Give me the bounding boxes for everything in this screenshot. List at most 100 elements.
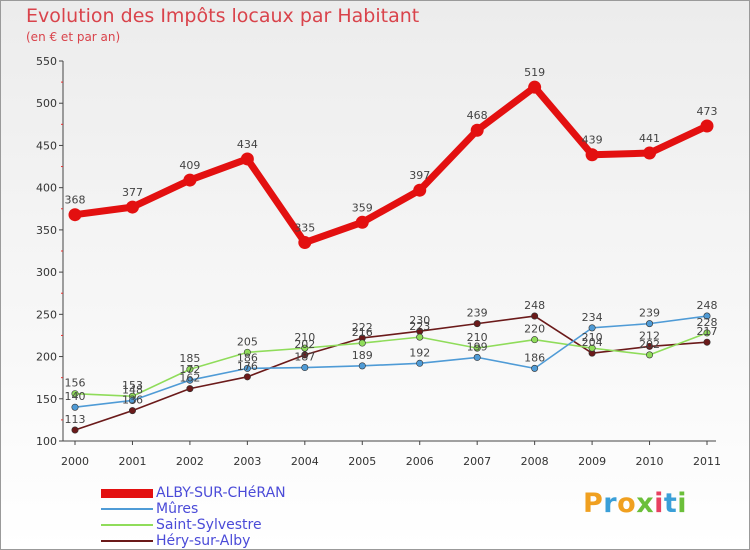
data-label: 156 — [65, 377, 86, 390]
data-point — [528, 80, 542, 94]
data-label: 148 — [122, 383, 143, 396]
y-tick-label: 550 — [36, 55, 57, 68]
data-point — [125, 200, 139, 214]
data-point — [473, 344, 481, 352]
legend-swatch — [101, 524, 153, 526]
data-point — [531, 312, 539, 320]
data-point — [68, 208, 82, 222]
data-label: 217 — [697, 325, 718, 338]
data-label: 228 — [697, 316, 718, 329]
x-tick-label: 2005 — [348, 455, 376, 468]
series-line-1 — [74, 315, 708, 409]
data-label: 230 — [409, 314, 430, 327]
x-tick-label: 2000 — [61, 455, 89, 468]
logo-letter: t — [663, 488, 678, 519]
data-label: 239 — [639, 307, 660, 320]
data-label: 189 — [352, 349, 373, 362]
y-tick-label: 300 — [36, 266, 57, 279]
data-point — [301, 344, 309, 352]
x-tick-label: 2004 — [291, 455, 319, 468]
data-point — [71, 426, 79, 434]
data-label: 187 — [294, 351, 315, 364]
data-point — [301, 364, 309, 372]
data-label: 162 — [179, 372, 200, 385]
data-point — [703, 338, 711, 346]
legend-swatch — [101, 489, 153, 498]
data-point — [703, 329, 711, 337]
data-point — [358, 362, 366, 370]
data-point — [186, 385, 194, 393]
data-point — [643, 146, 657, 160]
x-tick-label: 2009 — [578, 455, 606, 468]
data-label: 212 — [639, 329, 660, 342]
y-tick-label: 500 — [36, 97, 57, 110]
data-point — [646, 342, 654, 350]
x-tick-label: 2003 — [233, 455, 261, 468]
data-label: 439 — [582, 134, 603, 147]
data-point — [473, 353, 481, 361]
data-point — [588, 324, 596, 332]
data-point — [700, 119, 714, 133]
x-tick-label: 2002 — [176, 455, 204, 468]
data-label: 409 — [179, 159, 200, 172]
series-line-2 — [74, 332, 708, 398]
data-point — [183, 173, 197, 187]
x-tick-label: 2011 — [693, 455, 721, 468]
y-tick-label: 250 — [36, 308, 57, 321]
data-label: 176 — [237, 360, 258, 373]
data-point — [588, 344, 596, 352]
logo-letter: o — [617, 488, 637, 519]
chart-subtitle: (en € et par an) — [26, 30, 121, 44]
x-tick-label: 2006 — [406, 455, 434, 468]
y-tick-label: 400 — [36, 182, 57, 195]
data-label: 519 — [524, 66, 545, 79]
data-point — [703, 312, 711, 320]
x-tick-label: 2001 — [118, 455, 146, 468]
data-label: 210 — [582, 331, 603, 344]
data-point — [186, 365, 194, 373]
data-point — [298, 236, 312, 250]
data-label: 202 — [294, 338, 315, 351]
data-label: 136 — [122, 394, 143, 407]
data-point — [470, 123, 484, 137]
data-label: 220 — [524, 323, 545, 336]
data-point — [243, 373, 251, 381]
data-point — [646, 351, 654, 359]
data-label: 368 — [65, 194, 86, 207]
logo-letter: x — [636, 488, 655, 519]
data-label: 140 — [65, 390, 86, 403]
data-label: 223 — [409, 320, 430, 333]
data-label: 239 — [467, 307, 488, 320]
data-label: 397 — [409, 169, 430, 182]
data-label: 441 — [639, 132, 660, 145]
data-label: 234 — [582, 311, 603, 324]
data-point — [355, 215, 369, 229]
x-tick-label: 2010 — [636, 455, 664, 468]
data-label: 473 — [697, 105, 718, 118]
proxiti-logo: Proxiti — [583, 488, 687, 519]
data-label: 468 — [467, 109, 488, 122]
data-point — [358, 339, 366, 347]
y-tick-label: 450 — [36, 139, 57, 152]
y-tick-label: 150 — [36, 393, 57, 406]
data-point — [71, 390, 79, 398]
data-point — [646, 320, 654, 328]
data-label: 113 — [65, 413, 86, 426]
series-line-0 — [71, 83, 711, 247]
data-label: 186 — [524, 351, 545, 364]
data-label: 192 — [409, 346, 430, 359]
y-tick-label: 200 — [36, 351, 57, 364]
chart-title: Evolution des Impôts locaux par Habitant — [26, 5, 420, 27]
data-label: 172 — [179, 363, 200, 376]
logo-letter: r — [603, 488, 618, 519]
data-label: 248 — [524, 299, 545, 312]
data-label: 377 — [122, 186, 143, 199]
legend-label: ALBY-SUR-CHéRAN — [156, 485, 286, 501]
legend-swatch — [101, 508, 153, 510]
data-label: 210 — [467, 331, 488, 344]
data-label: 205 — [237, 335, 258, 348]
logo-letter: i — [654, 488, 664, 519]
legend-swatch — [101, 540, 153, 542]
